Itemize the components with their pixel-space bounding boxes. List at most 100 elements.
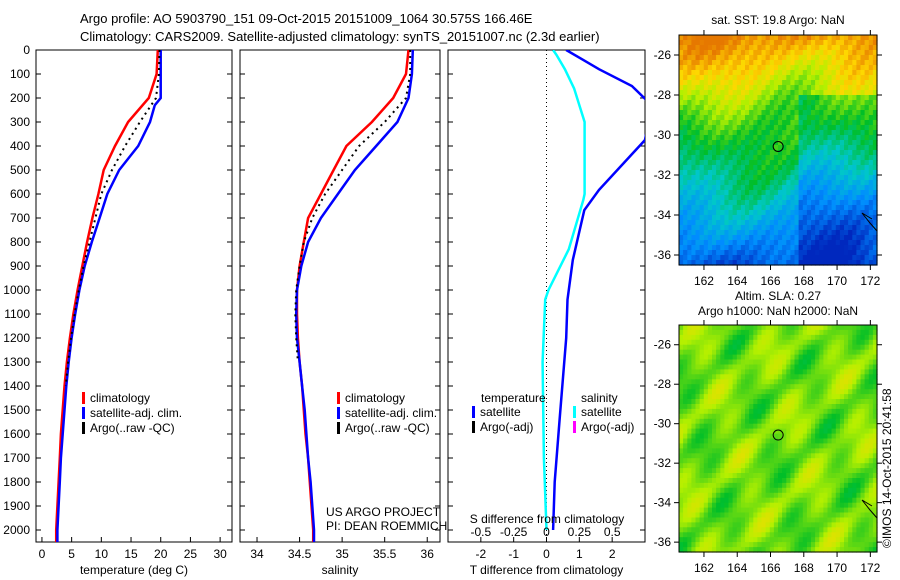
heatmap-cell: [695, 487, 701, 494]
heatmap-cell: [745, 235, 750, 241]
heatmap-cell: [835, 225, 841, 231]
heatmap-cell: [786, 120, 791, 126]
heatmap-cell: [691, 408, 697, 415]
heatmap-cell: [860, 547, 866, 553]
heatmap-cell: [844, 438, 849, 444]
heatmap-cell: [860, 200, 866, 206]
heatmap-cell: [732, 369, 738, 375]
heatmap-cell: [745, 478, 750, 484]
heatmap-cell: [778, 473, 783, 479]
heatmap-cell: [769, 399, 775, 405]
heatmap-cell: [732, 428, 738, 435]
heatmap-cell: [757, 364, 763, 370]
heatmap-cell: [732, 85, 738, 91]
sla-map-heatmap: [679, 325, 878, 553]
heatmap-cell: [819, 85, 824, 91]
heatmap-cell: [823, 60, 829, 66]
heatmap-cell: [815, 458, 820, 464]
heatmap-cell: [757, 418, 763, 425]
heatmap-cell: [856, 394, 862, 400]
heatmap-cell: [724, 245, 730, 251]
heatmap-cell: [732, 95, 738, 101]
heatmap-cell: [778, 155, 783, 161]
heatmap-cell: [806, 110, 812, 116]
heatmap-cell: [769, 155, 775, 161]
heatmap-cell: [732, 468, 738, 474]
lat-tick-label: -32: [654, 456, 672, 470]
heatmap-cell: [835, 245, 841, 251]
heatmap-cell: [728, 50, 734, 56]
heatmap-cell: [848, 364, 853, 370]
heatmap-cell: [679, 507, 684, 514]
heatmap-cell: [844, 190, 849, 196]
heatmap-cell: [740, 463, 746, 469]
heatmap-cell: [790, 329, 796, 336]
heatmap-cell: [864, 95, 870, 101]
heatmap-cell: [798, 185, 804, 191]
heatmap-cell: [778, 532, 783, 538]
heatmap-cell: [835, 45, 841, 51]
heatmap-cell: [848, 95, 853, 101]
heatmap-cell: [724, 255, 730, 261]
heatmap-cell: [786, 399, 791, 405]
heatmap-cell: [740, 482, 746, 489]
heatmap-cell: [815, 487, 820, 494]
heatmap-cell: [852, 70, 857, 76]
heatmap-cell: [802, 225, 808, 231]
heatmap-cell: [848, 85, 853, 91]
heatmap-cell: [703, 325, 709, 331]
heatmap-cell: [819, 399, 824, 405]
heatmap-cell: [773, 45, 779, 51]
heatmap-cell: [724, 165, 730, 171]
heatmap-cell: [732, 463, 738, 469]
heatmap-cell: [864, 165, 870, 171]
heatmap-cell: [823, 80, 829, 86]
heatmap-cell: [786, 473, 791, 479]
heatmap-cell: [815, 423, 820, 430]
heatmap-cell: [683, 205, 688, 211]
heatmap-cell: [703, 245, 709, 251]
heatmap-cell: [790, 512, 796, 518]
heatmap-cell: [798, 60, 804, 66]
heatmap-cell: [790, 497, 796, 504]
lon-tick-label: 164: [727, 274, 747, 288]
heatmap-cell: [872, 418, 878, 425]
heatmap-cell: [720, 160, 725, 166]
heatmap-cell: [749, 512, 754, 518]
heatmap-cell: [778, 394, 783, 400]
heatmap-cell: [811, 364, 816, 370]
heatmap-cell: [765, 140, 771, 146]
heatmap-cell: [868, 135, 874, 141]
heatmap-cell: [782, 130, 787, 136]
heatmap-cell: [811, 354, 816, 361]
heatmap-cell: [823, 100, 829, 106]
heatmap-cell: [819, 438, 824, 444]
heatmap-cell: [699, 423, 705, 430]
heatmap-cell: [778, 463, 783, 469]
y-tick-label: 1700: [3, 451, 30, 465]
heatmap-cell: [683, 334, 688, 341]
heatmap-cell: [745, 225, 750, 231]
heatmap-cell: [724, 418, 730, 425]
heatmap-cell: [811, 235, 816, 241]
heatmap-cell: [852, 542, 857, 548]
heatmap-cell: [749, 532, 754, 538]
heatmap-cell: [728, 532, 734, 538]
heatmap-cell: [769, 180, 775, 186]
heatmap-cell: [728, 100, 734, 106]
heatmap-cell: [806, 235, 812, 241]
heatmap-cell: [757, 135, 763, 141]
heatmap-cell: [872, 364, 878, 370]
heatmap-cell: [815, 325, 820, 331]
heatmap-cell: [703, 364, 709, 370]
heatmap-cell: [815, 502, 820, 509]
heatmap-cell: [732, 50, 738, 56]
sal-diff-satellite-line: [541, 50, 586, 531]
heatmap-cell: [740, 399, 746, 405]
heatmap-cell: [819, 487, 824, 494]
lat-tick-label: -30: [654, 128, 672, 142]
heatmap-cell: [773, 448, 779, 454]
heatmap-cell: [769, 438, 775, 444]
heatmap-cell: [716, 190, 721, 196]
heatmap-cell: [790, 364, 796, 370]
